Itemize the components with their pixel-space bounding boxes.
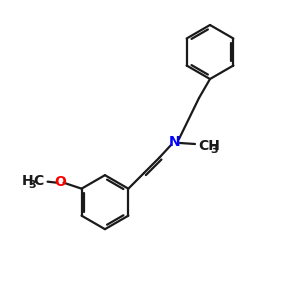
Text: O: O	[55, 175, 67, 189]
Text: H: H	[22, 174, 33, 188]
Text: CH: CH	[198, 139, 220, 153]
Text: C: C	[34, 174, 44, 188]
Text: 3: 3	[210, 145, 218, 155]
Text: N: N	[169, 135, 181, 149]
Text: 3: 3	[28, 180, 36, 190]
